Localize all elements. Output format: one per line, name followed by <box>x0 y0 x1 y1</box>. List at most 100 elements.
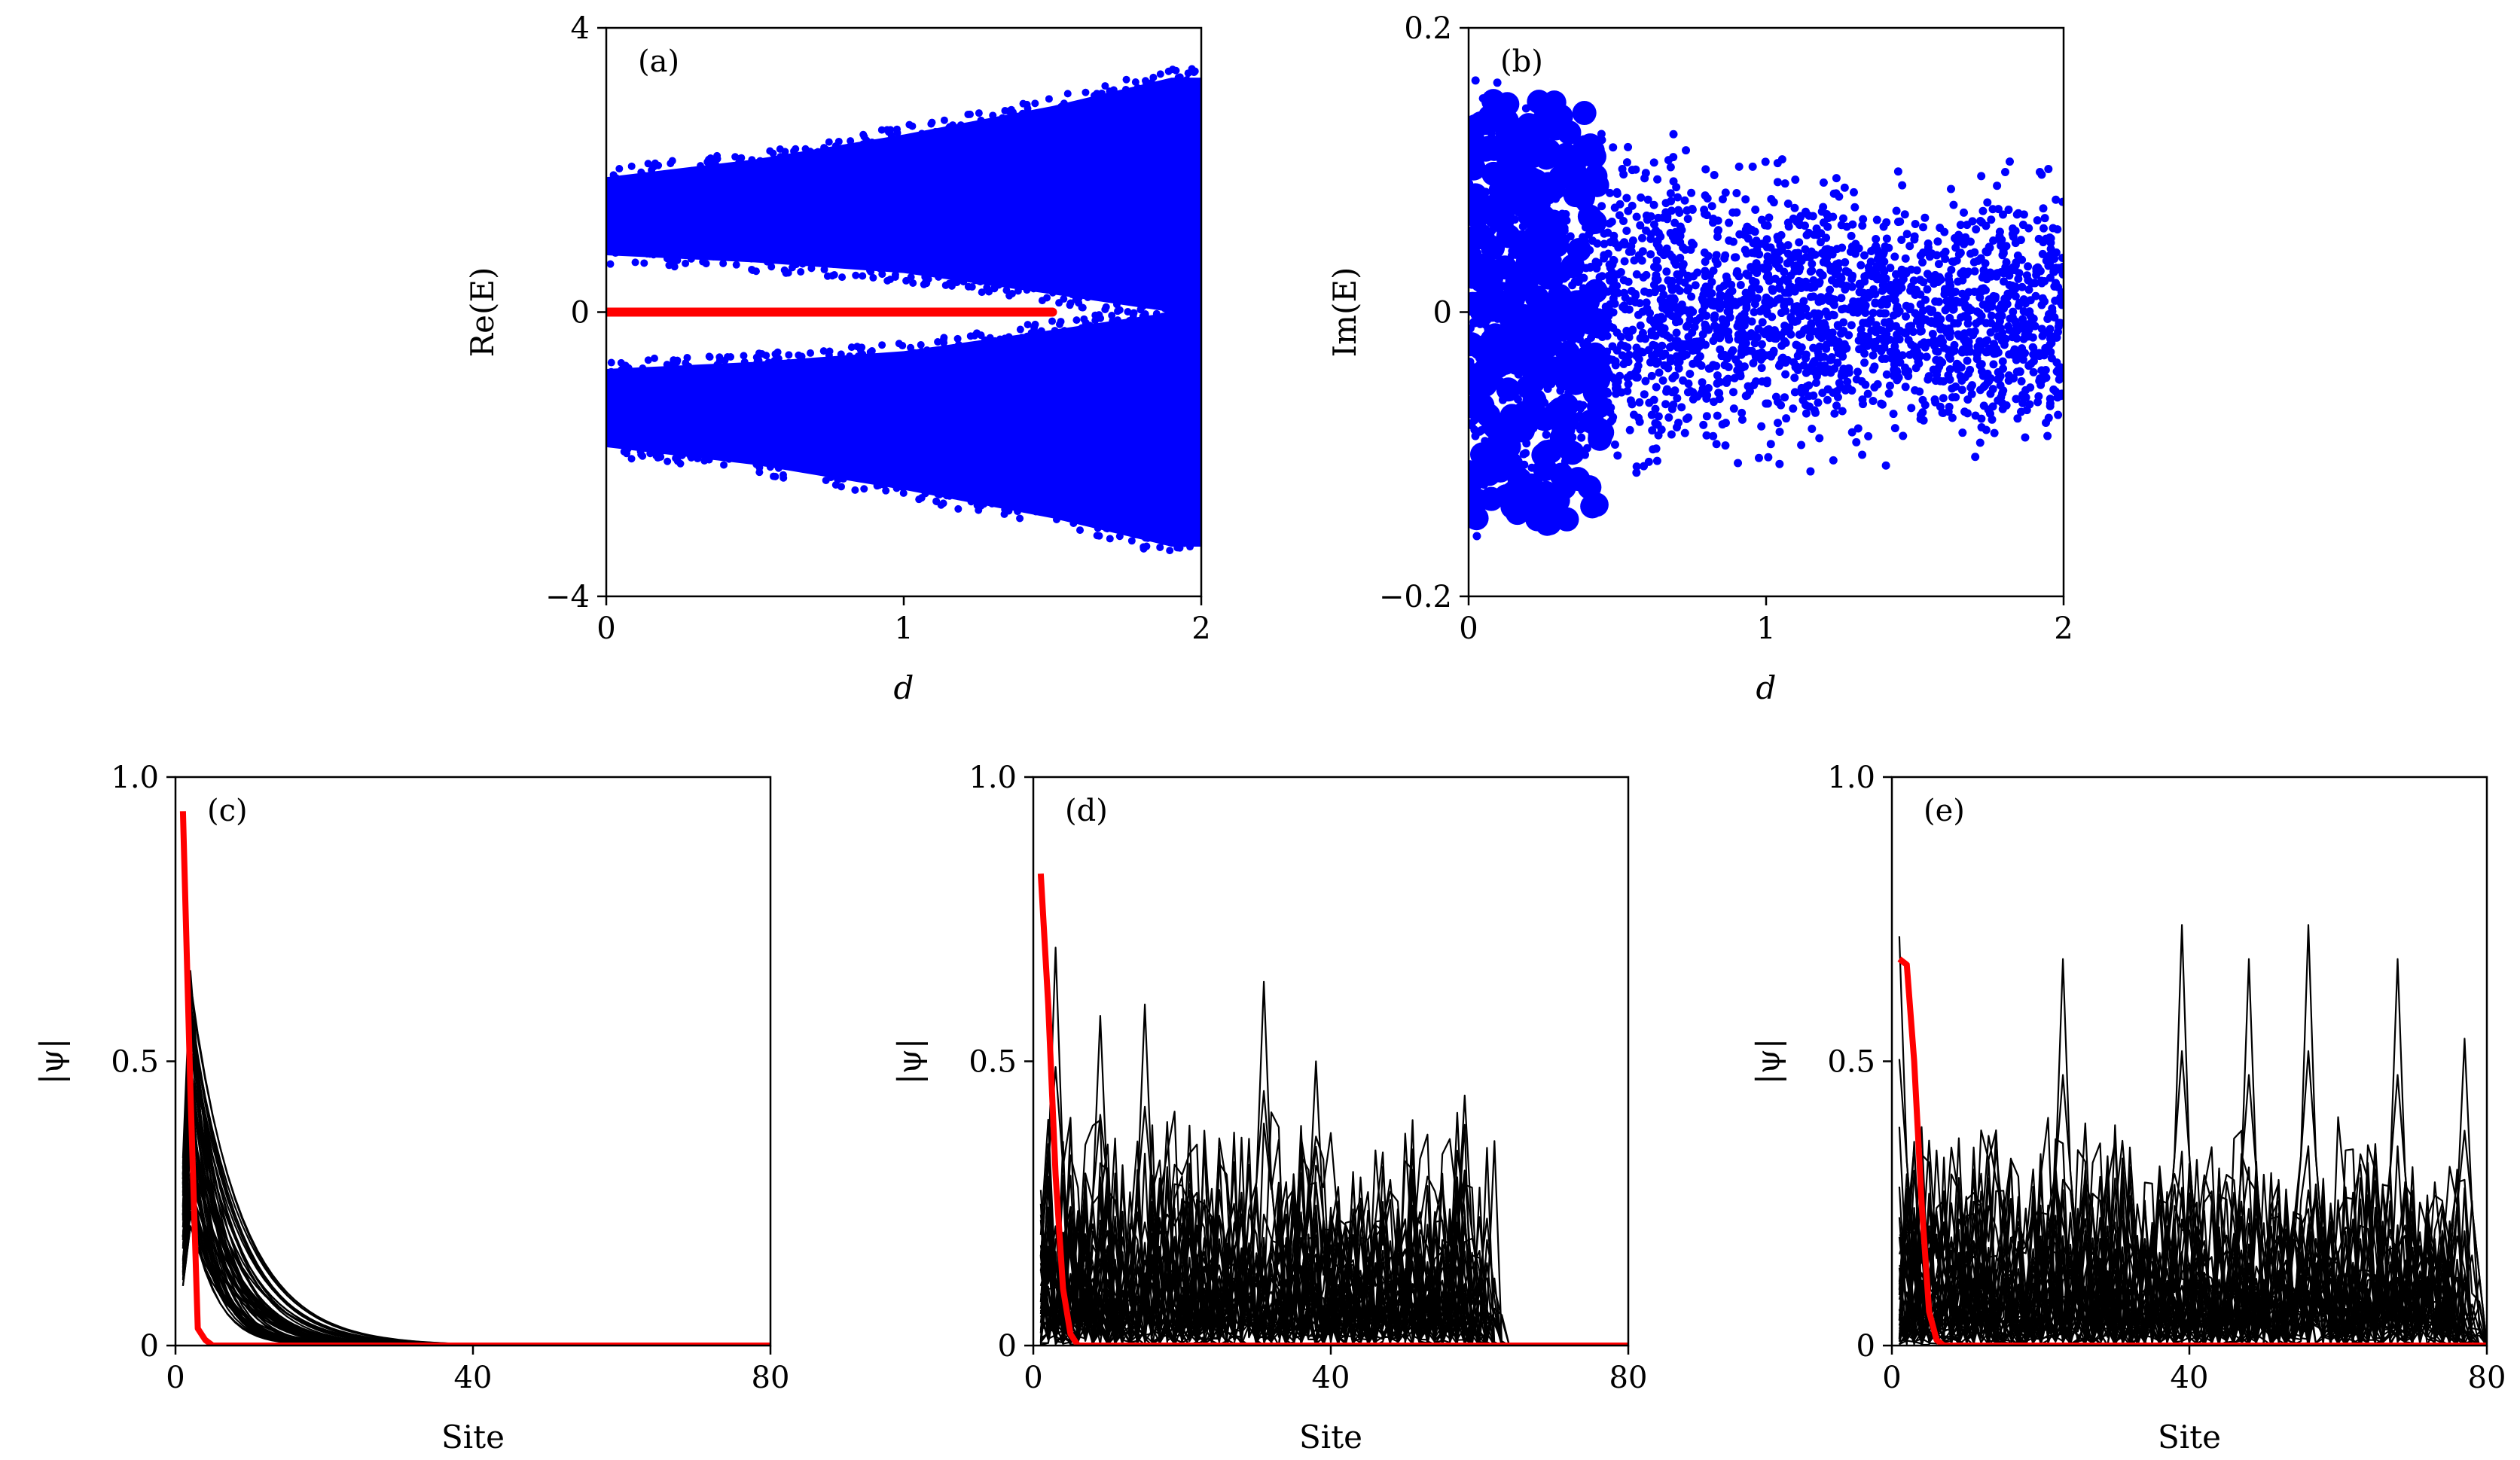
bulk-point <box>1647 410 1656 419</box>
bulk-point <box>988 500 996 508</box>
bulk-point <box>1487 226 1496 235</box>
bulk-point <box>1479 258 1488 267</box>
bulk-point <box>1928 329 1937 338</box>
bulk-point <box>973 501 981 510</box>
bulk-point <box>1799 297 1808 306</box>
bulk-point <box>2035 167 2044 176</box>
bulk-point <box>1869 351 1878 360</box>
bulk-state-line <box>182 1083 770 1346</box>
bulk-point <box>869 273 877 282</box>
bulk-point <box>1150 299 1158 307</box>
bulk-point <box>1573 369 1582 378</box>
bulk-point <box>1934 260 1943 269</box>
bulk-point <box>748 156 756 164</box>
bulk-point <box>977 116 985 124</box>
bulk-point <box>670 445 679 453</box>
bulk-point <box>1538 141 1547 150</box>
bulk-point <box>2024 262 2033 271</box>
bulk-point <box>1744 346 1753 355</box>
bulk-point <box>1823 214 1832 223</box>
bulk-point <box>2024 361 2033 370</box>
x-tick-label-b: 2 <box>2054 611 2073 646</box>
bulk-point <box>1591 365 1600 374</box>
bulk-point <box>1861 301 1870 310</box>
bulk-point <box>1478 94 1487 103</box>
bulk-point <box>1137 296 1146 304</box>
bulk-point <box>1589 167 1598 176</box>
bulk-point <box>1625 350 1634 359</box>
bulk-point <box>1501 140 1510 149</box>
bulk-point <box>1763 309 1772 319</box>
bulk-point <box>1492 259 1501 268</box>
panel-label-d: (d) <box>1065 794 1108 828</box>
bulk-point <box>1733 267 1742 276</box>
bulk-point <box>1942 297 1951 306</box>
bulk-point <box>2005 325 2014 334</box>
bulk-point <box>1606 188 1615 197</box>
bulk-point <box>1658 341 1667 350</box>
bulk-point <box>1996 381 2005 390</box>
bulk-point <box>1783 259 1792 268</box>
bulk-point <box>1524 482 1533 491</box>
bulk-point <box>1742 249 1751 258</box>
bulk-point <box>1490 414 1499 423</box>
bulk-point <box>1734 459 1743 468</box>
bulk-point <box>877 126 886 134</box>
bulk-point <box>1702 412 1711 421</box>
bulk-point <box>1596 316 1605 325</box>
bulk-point <box>1533 206 1542 215</box>
bulk-point <box>685 362 693 370</box>
bulk-point <box>1513 175 1522 184</box>
bulk-point <box>1518 273 1527 282</box>
bulk-point <box>1496 300 1505 309</box>
bulk-point <box>1687 292 1696 301</box>
bulk-point <box>1970 267 1979 276</box>
bulk-point <box>1713 259 1722 268</box>
bulk-point <box>1594 404 1603 413</box>
bulk-point <box>1798 396 1808 405</box>
bulk-point <box>1585 263 1594 272</box>
bulk-point <box>1893 218 1902 227</box>
bulk-point <box>1612 189 1622 198</box>
bulk-point <box>1555 420 1564 429</box>
bulk-point <box>1597 136 1606 145</box>
bulk-point <box>893 125 902 133</box>
bulk-point <box>664 457 672 465</box>
bulk-point <box>1866 315 1875 325</box>
bulk-point <box>1727 348 1736 357</box>
bulk-state-line <box>182 1084 770 1346</box>
bulk-point <box>1906 286 1915 295</box>
bulk-point <box>1009 108 1017 117</box>
bulk-point <box>1793 352 1802 361</box>
bulk-point <box>617 358 625 367</box>
bulk-point <box>875 481 883 489</box>
x-tick-label-c: 40 <box>454 1361 493 1395</box>
bulk-point <box>1472 402 1481 411</box>
bulk-point <box>657 171 665 179</box>
bulk-point <box>1157 300 1165 309</box>
bulk-point <box>1969 258 1978 267</box>
bulk-point <box>990 120 998 129</box>
bulk-point <box>2012 395 2021 404</box>
bulk-point <box>1619 170 1628 179</box>
bulk-point <box>1475 319 1484 328</box>
bulk-point <box>1801 245 1810 254</box>
bulk-point <box>1725 307 1734 316</box>
bulk-point <box>1919 306 1928 315</box>
bulk-point <box>1809 292 1818 301</box>
bulk-point <box>1530 292 1539 301</box>
bulk-point <box>1024 321 1032 329</box>
bulk-point <box>1538 444 1547 453</box>
y-axis-label-d: |ψ| <box>891 1038 928 1084</box>
bulk-point <box>1619 217 1628 226</box>
bulk-point <box>1532 224 1541 233</box>
bulk-point <box>1480 389 1489 398</box>
bulk-point <box>1597 130 1606 139</box>
bulk-point <box>1659 251 1668 260</box>
bulk-point <box>1781 358 1790 367</box>
bulk-point <box>1682 146 1691 155</box>
bulk-point <box>1722 378 1731 387</box>
bulk-point <box>898 483 907 492</box>
bulk-point <box>2002 258 2011 267</box>
bulk-point <box>1536 380 1545 389</box>
